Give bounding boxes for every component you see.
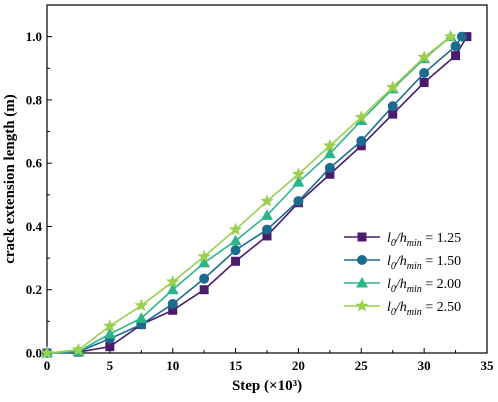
data-point-triangle	[166, 283, 179, 295]
x-tick-label: 5	[107, 358, 114, 373]
data-point-star	[71, 342, 86, 356]
x-axis-title: Step (×10³)	[232, 378, 302, 394]
y-axis-title: crack extension length (m)	[2, 94, 18, 264]
data-point-triangle	[261, 209, 273, 220]
y-tick-label: 0.4	[26, 219, 43, 234]
series-line	[46, 36, 452, 354]
y-tick-label: 0.0	[26, 346, 42, 361]
legend-label: l0/hmin = 1.50	[387, 254, 461, 272]
data-point-circle	[167, 298, 178, 309]
legend-label: l0/hmin = 1.25	[387, 231, 461, 249]
data-point-star	[166, 274, 180, 288]
data-point-square	[231, 256, 241, 266]
data-point-square	[419, 78, 429, 88]
data-point-triangle	[103, 328, 116, 339]
legend: l0/hmin = 1.25 l0/hmin = 1.50 l0/hmin = 2.…	[344, 231, 461, 318]
data-point-circle	[419, 68, 430, 79]
data-point-square	[388, 109, 398, 119]
data-point-star	[354, 110, 368, 123]
y-tick-label: 0.2	[26, 282, 42, 297]
data-point-triangle	[229, 234, 242, 246]
legend-label: l0/hmin = 2.00	[387, 277, 461, 295]
legend-item: l0/hmin = 2.50	[344, 299, 461, 318]
x-tick-label: 15	[229, 358, 243, 373]
data-point-star	[260, 194, 274, 207]
legend-label: l0/hmin = 2.50	[387, 300, 461, 318]
data-point-triangle	[356, 277, 368, 288]
data-point-circle	[357, 255, 367, 265]
y-tick-label: 0.6	[26, 156, 43, 171]
data-point-circle	[199, 273, 210, 284]
data-point-square	[357, 232, 367, 242]
data-point-circle	[356, 136, 367, 147]
data-point-square	[462, 32, 472, 42]
axis-ticks: 0 5 10 15 20 25 30 35 0.0 0.2 0.4 0.6 0.8 1.0	[26, 4, 495, 373]
data-point-triangle	[292, 176, 305, 187]
y-tick-label: 1.0	[26, 29, 42, 44]
data-point-star	[355, 299, 369, 312]
data-point-star	[197, 249, 211, 263]
data-point-square	[199, 285, 209, 295]
data-point-circle	[230, 245, 241, 256]
x-tick-label: 30	[418, 358, 431, 373]
x-tick-label: 0	[44, 358, 51, 373]
data-point-circle	[293, 196, 304, 207]
data-point-triangle	[323, 147, 336, 159]
x-tick-label: 20	[292, 358, 305, 373]
data-point-circle	[262, 224, 272, 235]
data-point-star	[386, 80, 400, 93]
data-point-square	[262, 231, 272, 241]
series-4	[40, 29, 458, 359]
data-point-star	[228, 222, 243, 236]
data-point-star	[40, 346, 54, 359]
data-point-square	[451, 51, 461, 61]
data-point-star	[417, 50, 431, 63]
y-tick-label: 0.8	[26, 92, 43, 107]
data-point-triangle	[198, 256, 211, 268]
data-point-star	[443, 29, 458, 43]
data-point-triangle	[135, 312, 148, 323]
data-point-star	[134, 298, 148, 312]
legend-item: l0/hmin = 2.00	[344, 277, 461, 295]
legend-item: l0/hmin = 1.25	[344, 231, 461, 249]
data-point-square	[105, 342, 115, 352]
data-point-circle	[324, 162, 335, 173]
x-tick-label: 25	[355, 358, 369, 373]
data-point-circle	[450, 41, 461, 52]
x-tick-label: 35	[481, 358, 495, 373]
data-point-square	[325, 169, 335, 179]
x-tick-label: 10	[166, 358, 179, 373]
data-point-star	[103, 319, 117, 332]
series-line	[46, 36, 452, 354]
data-point-circle	[456, 31, 467, 42]
data-point-star	[323, 138, 337, 152]
data-point-star	[291, 167, 306, 180]
series-layer	[40, 29, 472, 359]
legend-item: l0/hmin = 1.50	[344, 254, 461, 272]
data-point-circle	[387, 101, 398, 112]
data-point-square	[168, 305, 178, 315]
